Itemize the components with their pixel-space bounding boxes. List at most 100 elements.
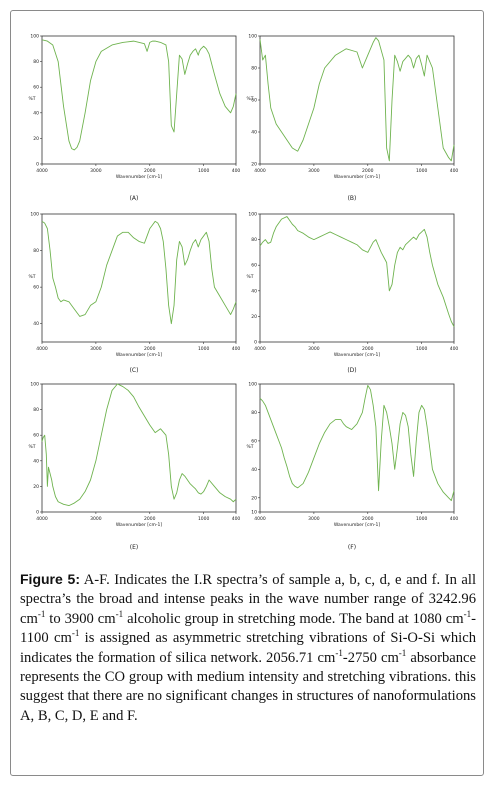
y-axis-label: %T [28,274,35,280]
x-axis-label: Wavenumber [cm-1] [116,174,162,180]
y-tick-label: 60 [33,433,39,439]
x-axis-label: Wavenumber [cm-1] [334,174,380,180]
plot-frame [259,35,455,165]
y-tick-label: 40 [251,467,257,473]
caption-text-3: alcoholic group in stretching mode. The … [123,610,464,627]
caption-sup: -1 [71,628,80,639]
y-tick-label: 20 [33,136,39,142]
x-tick-label: 1000 [416,168,428,174]
spectrum-panel-b: 4000 3000 2000 1000 400 20 40 60 80 100 Wavenumber… [240,30,464,210]
y-tick-label: 40 [33,458,39,464]
x-tick-label: 400 [450,346,459,352]
x-axis-label: Wavenumber [cm-1] [116,352,162,358]
spectrum-chart-d: 4000 3000 2000 1000 400020406080100Wavenumbe… [246,212,459,359]
x-tick-label: 1000 [198,516,210,522]
spectrum-line [259,216,455,327]
plot-frame [259,383,455,513]
x-tick-label: 4000 [36,346,48,352]
y-tick-label: 100 [248,382,257,388]
caption-text-5: is assigned as asymmetric stretching vib… [20,630,477,666]
y-tick-label: 80 [251,66,257,72]
spectrum-chart-e: 4000 3000 2000 1000 400020406080100Wavenumbe… [28,382,240,529]
spectrum-line [41,383,237,507]
x-tick-label: 2000 [362,168,374,174]
caption-text-4: -1100 cm [20,610,476,647]
spectrum-panel-f: 4000 3000 2000 1000 400 10 20 40 60 80 100 Wavenumb… [240,378,464,558]
y-axis-label: %T [246,96,253,102]
figure-caption: Figure 5: A-F. Indicates the I.R spectra… [20,570,476,726]
y-tick-label: 60 [251,263,257,269]
caption-sup: -1 [398,647,407,658]
y-tick-label: 40 [33,110,39,116]
caption-sup: -1 [37,608,46,619]
caption-sup: -1 [115,608,124,619]
x-tick-label: 3000 [90,346,102,352]
panel-label-d: (D) [347,367,357,374]
x-tick-label: 2000 [144,168,156,174]
panel-label-e: (E) [129,544,139,551]
x-tick-label: 1000 [416,346,428,352]
y-tick-label: 20 [251,162,257,168]
x-tick-label: 4000 [36,168,48,174]
y-tick-label: 80 [33,59,39,65]
x-tick-label: 1000 [198,346,210,352]
y-tick-label: 10 [251,510,257,516]
y-tick-label: 20 [251,495,257,501]
x-tick-label: 4000 [254,346,266,352]
spectrum-panel-d: 4000 3000 2000 1000 400 0 20 40 60 80 100 Wavenumbe… [240,208,464,388]
caption-sup: -1 [335,647,343,658]
spectrum-panel-c: 4000 3000 2000 1000 400 40 60 80 100 Wavenumber [… [22,208,246,388]
spectrum-line [259,37,455,162]
x-tick-label: 3000 [90,168,102,174]
y-tick-label: 100 [30,212,39,218]
x-tick-label: 1000 [416,516,428,522]
plot-frame [41,383,237,513]
x-tick-label: 3000 [308,516,320,522]
y-tick-label: 20 [33,484,39,490]
y-tick-label: 0 [36,162,39,168]
figure-label: Figure 5: [20,571,81,587]
x-tick-label: 400 [450,516,459,522]
caption-text-6: -2750 cm [342,649,399,666]
caption-text-7: absorbance represents the CO group with … [20,649,476,724]
y-tick-label: 80 [33,407,39,413]
panel-label-c: (C) [129,367,139,374]
x-tick-label: 400 [232,346,241,352]
plot-frame [41,35,237,165]
panel-label-f: (F) [347,544,357,551]
y-tick-label: 0 [36,510,39,516]
y-tick-label: 80 [33,248,39,254]
y-axis-label: %T [28,444,35,450]
spectrum-line [259,384,455,502]
x-axis-label: Wavenumber [cm-1] [334,522,380,528]
spectrum-line [41,39,237,151]
caption-text-1: A-F. Indicates the I.R spectra’s of samp… [20,572,476,627]
y-tick-label: 60 [33,85,39,91]
y-tick-label: 60 [251,98,257,104]
spectrum-line [41,220,237,325]
spectrum-chart-f: 4000 3000 2000 1000 400 10 20 40 60 80 100 Wavenumb… [246,382,459,529]
x-tick-label: 3000 [90,516,102,522]
x-axis-label: Wavenumber [cm-1] [334,352,380,358]
spectrum-panel-a: 4000 3000 2000 1000 400 0 20 40 60 80 100 Wavenumbe… [22,30,246,210]
y-tick-label: 40 [251,288,257,294]
caption-sup: -1 [463,608,472,619]
plot-frame [259,213,455,343]
x-tick-label: 2000 [362,516,374,522]
y-tick-label: 60 [33,285,39,291]
spectrum-chart-c: 4000 3000 2000 1000 400 40 60 80 100 Wavenumber [… [28,212,241,359]
x-tick-label: 4000 [36,516,48,522]
x-tick-label: 400 [232,168,241,174]
y-tick-label: 100 [30,382,39,388]
figure-frame [10,10,484,776]
x-tick-label: 1000 [198,168,210,174]
y-tick-label: 20 [251,314,257,320]
y-tick-label: 80 [251,410,257,416]
y-tick-label: 60 [251,438,257,444]
x-tick-label: 400 [450,168,459,174]
y-tick-label: 100 [248,212,257,218]
x-tick-label: 2000 [362,346,374,352]
y-tick-label: 0 [254,340,257,346]
panel-label-a: (A) [129,195,139,202]
x-tick-label: 2000 [144,516,156,522]
